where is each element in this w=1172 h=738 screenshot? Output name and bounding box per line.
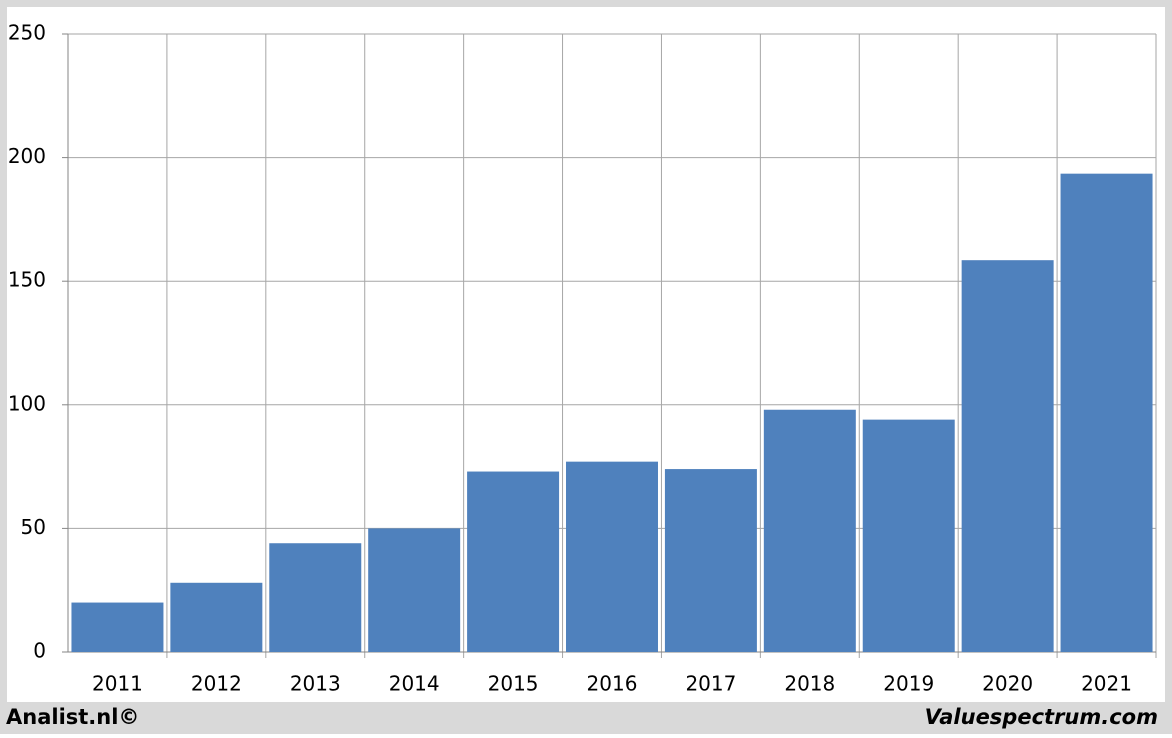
x-tick-label: 2016 [587, 672, 638, 696]
bar [269, 543, 362, 652]
y-tick-label: 50 [21, 515, 46, 539]
x-tick-label: 2021 [1081, 672, 1132, 696]
bar [664, 469, 757, 652]
x-tick-label: 2018 [784, 672, 835, 696]
bar [566, 461, 658, 652]
y-tick-label: 200 [8, 144, 46, 168]
y-tick-label: 250 [8, 21, 46, 45]
x-tick-label: 2015 [488, 672, 539, 696]
y-tick-label: 100 [8, 391, 46, 415]
y-tick-label: 150 [8, 268, 46, 292]
x-tick-label: 2014 [389, 672, 440, 696]
bar [170, 582, 263, 652]
footer-left: Analist.nl© [6, 705, 139, 729]
footer-right: Valuespectrum.com [925, 705, 1158, 729]
y-tick-label: 0 [33, 639, 46, 663]
x-tick-label: 2020 [982, 672, 1033, 696]
x-tick-label: 2012 [191, 672, 242, 696]
x-tick-label: 2011 [92, 672, 143, 696]
bar [1060, 173, 1153, 652]
bar [763, 409, 856, 652]
bar [71, 602, 164, 652]
x-tick-label: 2019 [883, 672, 934, 696]
bar [862, 419, 955, 652]
bar [961, 260, 1054, 652]
bar [467, 471, 560, 652]
x-tick-label: 2013 [290, 672, 341, 696]
bar [368, 528, 461, 652]
x-tick-label: 2017 [685, 672, 736, 696]
